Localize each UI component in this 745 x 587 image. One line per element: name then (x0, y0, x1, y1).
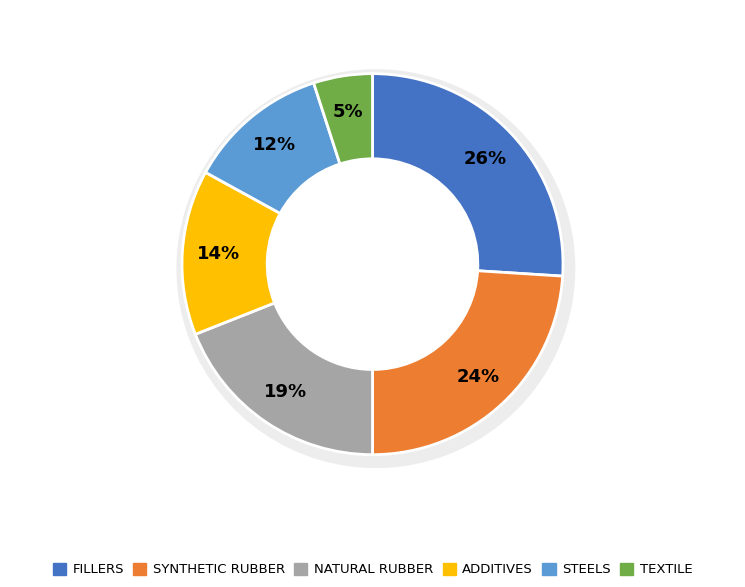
Wedge shape (195, 303, 372, 455)
Wedge shape (191, 309, 376, 468)
Wedge shape (376, 69, 575, 281)
Text: 19%: 19% (264, 383, 308, 401)
Text: 24%: 24% (457, 367, 500, 386)
Text: 26%: 26% (463, 150, 507, 167)
Wedge shape (376, 275, 575, 468)
Wedge shape (372, 271, 562, 455)
Wedge shape (372, 73, 563, 276)
Wedge shape (177, 173, 279, 342)
Text: 14%: 14% (197, 245, 240, 264)
Text: 5%: 5% (333, 103, 364, 121)
Wedge shape (201, 79, 342, 216)
Text: 12%: 12% (253, 136, 296, 154)
Wedge shape (314, 69, 376, 164)
Wedge shape (314, 73, 372, 164)
Wedge shape (182, 173, 280, 334)
Legend: FILLERS, SYNTHETIC RUBBER, NATURAL RUBBER, ADDITIVES, STEELS, TEXTILE: FILLERS, SYNTHETIC RUBBER, NATURAL RUBBE… (46, 556, 699, 583)
Wedge shape (206, 83, 340, 214)
